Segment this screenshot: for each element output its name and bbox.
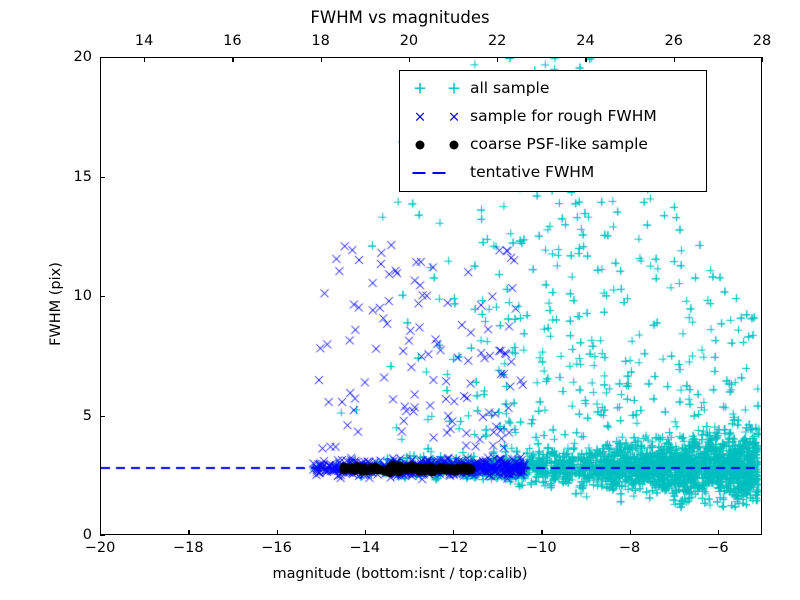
legend-item-rough-fwhm[interactable]: × × sample for rough FWHM bbox=[400, 103, 706, 131]
tick-label-top: 16 bbox=[223, 33, 242, 49]
tick-label-bottom: −8 bbox=[618, 540, 641, 556]
tick-mark-top bbox=[497, 57, 499, 62]
tick-mark-top bbox=[232, 57, 234, 62]
dashed-line-icon bbox=[406, 159, 470, 187]
tick-mark-bottom bbox=[717, 530, 720, 535]
tick-mark-left bbox=[100, 57, 105, 59]
tick-label-bottom: −10 bbox=[526, 540, 557, 556]
cross-marker-icon: × × bbox=[413, 107, 461, 126]
legend-item-label: tentative FWHM bbox=[470, 163, 595, 182]
tick-mark-top bbox=[408, 57, 411, 62]
legend-item-psf-like[interactable]: coarse PSF-like sample bbox=[400, 131, 706, 159]
tick-label-bottom: −14 bbox=[349, 540, 381, 556]
legend-item-label: all sample bbox=[470, 79, 550, 98]
tick-mark-top bbox=[320, 57, 322, 62]
tick-mark-bottom bbox=[276, 530, 278, 535]
x-axis-label: magnitude (bottom:isnt / top:calib) bbox=[272, 566, 528, 582]
tick-label-left: 20 bbox=[73, 49, 92, 65]
tick-label-top: 18 bbox=[311, 33, 330, 49]
tick-mark-bottom bbox=[364, 530, 367, 535]
tick-label-top: 14 bbox=[134, 33, 154, 49]
tick-label-top: 28 bbox=[752, 33, 772, 49]
tick-label-top: 24 bbox=[576, 33, 595, 49]
tick-mark-left bbox=[100, 296, 105, 298]
tick-mark-bottom bbox=[100, 530, 102, 535]
tick-mark-top bbox=[762, 57, 764, 62]
tick-mark-left bbox=[100, 415, 105, 417]
page-title: FWHM vs magnitudes bbox=[310, 8, 490, 27]
legend-item-label: coarse PSF-like sample bbox=[470, 135, 648, 154]
tick-mark-bottom bbox=[541, 530, 543, 535]
tick-mark-bottom bbox=[453, 530, 455, 535]
tick-mark-top bbox=[673, 57, 676, 62]
tick-label-left: 15 bbox=[73, 168, 92, 185]
legend-item-tentative-fwhm[interactable]: tentative FWHM bbox=[400, 159, 706, 187]
legend-item-label: sample for rough FWHM bbox=[470, 107, 657, 126]
tick-mark-top bbox=[585, 57, 587, 62]
tick-label-top: 26 bbox=[664, 33, 683, 49]
tick-label-top: 20 bbox=[399, 33, 419, 49]
tick-label-bottom: −18 bbox=[172, 540, 204, 556]
tick-mark-top bbox=[144, 57, 146, 62]
tick-mark-left bbox=[100, 535, 105, 537]
tick-label-left: 10 bbox=[73, 288, 92, 304]
legend[interactable]: + + all sample × × sample for rough FWHM… bbox=[399, 70, 707, 192]
plus-marker-icon: + + bbox=[412, 78, 462, 99]
tick-label-bottom: −16 bbox=[261, 540, 292, 556]
tick-label-top: 22 bbox=[487, 33, 507, 49]
tick-mark-left bbox=[100, 176, 105, 178]
tick-label-bottom: −20 bbox=[84, 540, 116, 556]
tick-label-left: 5 bbox=[82, 407, 92, 424]
tick-label-bottom: −12 bbox=[437, 540, 469, 556]
tick-label-bottom: −6 bbox=[707, 540, 729, 556]
tick-mark-bottom bbox=[629, 530, 631, 535]
y-axis-label: FWHM (pix) bbox=[48, 262, 64, 346]
tick-mark-bottom bbox=[188, 530, 190, 535]
circle-marker-icon bbox=[406, 131, 470, 159]
legend-item-all-sample[interactable]: + + all sample bbox=[400, 75, 706, 103]
tick-label-left: 0 bbox=[82, 527, 92, 543]
